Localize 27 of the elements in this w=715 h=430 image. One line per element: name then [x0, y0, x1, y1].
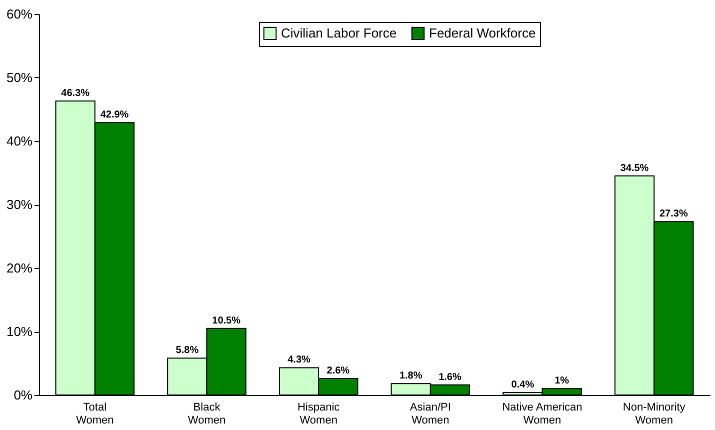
legend-label: Civilian Labor Force: [281, 25, 397, 40]
x-tick-label: Asian/PI Women: [410, 402, 451, 426]
x-tick-label: Hispanic Women: [297, 402, 340, 426]
data-label: 5.8%: [176, 345, 199, 356]
data-label: 1.6%: [438, 372, 462, 383]
y-tick-label: 50%: [6, 70, 33, 85]
y-tick-label: 60%: [6, 6, 33, 22]
data-label: 42.9%: [100, 110, 129, 121]
y-tick-label: 30%: [6, 197, 33, 212]
data-label: 10.5%: [212, 315, 241, 326]
y-tick-label: 40%: [6, 134, 33, 148]
x-tick-label: Total Women: [76, 402, 114, 426]
x-tick-label: Black Women: [188, 402, 226, 426]
y-tick-label: 10%: [6, 324, 33, 339]
x-tick-label: Non-Minority Women: [622, 402, 686, 426]
data-label: 46.3%: [61, 88, 90, 99]
data-label: 2.6%: [326, 365, 350, 376]
legend-label: Federal Workforce: [429, 25, 536, 40]
data-label: 27.3%: [659, 208, 688, 220]
y-tick-label: 20%: [6, 260, 33, 276]
data-label: 4.3%: [288, 354, 311, 366]
data-label: 1.8%: [399, 370, 422, 382]
x-tick-label: Native American Women: [502, 402, 582, 426]
data-label: 0.4%: [511, 379, 534, 390]
y-tick-label: 0%: [14, 388, 33, 402]
data-label: 34.5%: [620, 162, 649, 174]
data-label: 1%: [554, 376, 570, 387]
